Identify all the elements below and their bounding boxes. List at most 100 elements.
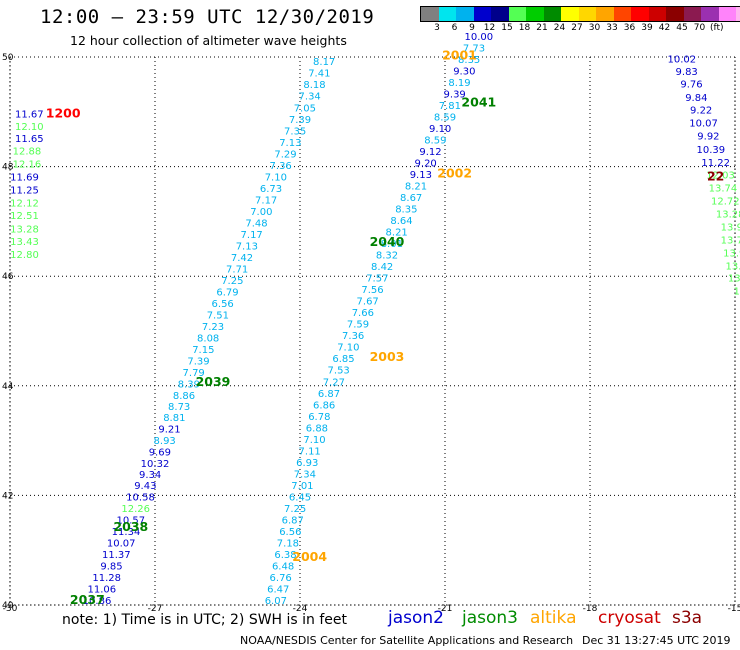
wave-height-value: 9.34 <box>139 470 161 481</box>
wave-height-value: 8.08 <box>197 333 219 344</box>
wave-height-value: 8.93 <box>154 436 176 447</box>
wave-height-value: 12.51 <box>10 211 39 222</box>
color-scale-swatch <box>421 7 439 21</box>
wave-height-value: 8.17 <box>313 57 335 68</box>
color-scale-swatches <box>420 6 740 22</box>
lat-tick-label: 42 <box>2 491 13 501</box>
color-scale-label: 3 <box>434 23 440 33</box>
pass-time-label: 2001 <box>442 48 477 63</box>
wave-height-value: 13.50 <box>728 274 740 285</box>
wave-height-value: 8.59 <box>424 136 446 147</box>
color-scale-swatch <box>701 7 719 21</box>
lon-tick-label: -21 <box>438 604 453 614</box>
wave-height-value: 6.87 <box>282 515 304 526</box>
wave-height-value: 7.17 <box>241 230 263 241</box>
wave-height-value: 8.21 <box>386 228 408 239</box>
wave-height-value: 12.10 <box>15 122 44 133</box>
wave-height-value: 7.17 <box>255 195 277 206</box>
wave-height-value: 6.07 <box>265 596 287 607</box>
wave-height-value: 12.12 <box>10 199 39 210</box>
legend-item: s3a <box>672 608 703 628</box>
color-scale-swatch <box>613 7 631 21</box>
wave-height-value: 9.83 <box>676 67 698 78</box>
wave-height-value: 7.36 <box>342 331 364 342</box>
pass-time-label: 2002 <box>437 166 472 181</box>
color-scale-swatch <box>526 7 544 21</box>
wave-height-value: 8.67 <box>400 193 422 204</box>
wave-height-value: 7.79 <box>183 368 205 379</box>
wave-height-value: 9.76 <box>680 80 702 91</box>
wave-height-value: 9.22 <box>690 105 712 116</box>
lat-tick-label: 48 <box>2 163 14 173</box>
wave-height-value: 10.86 <box>83 596 112 607</box>
page-title: 12:00 – 23:59 UTC 12/30/2019 <box>40 6 375 28</box>
legend-item: jason2 <box>388 608 444 628</box>
wave-height-value: 7.25 <box>221 276 243 287</box>
wave-height-value: 13.30 <box>726 262 740 273</box>
wave-height-value: 6.56 <box>279 527 301 538</box>
wave-height-value: 12.6 <box>734 286 740 297</box>
wave-height-value: 7.71 <box>226 264 248 275</box>
pass-time-label: 22 <box>707 168 724 183</box>
color-scale-swatch <box>543 7 561 21</box>
lon-tick-label: -15 <box>728 604 740 614</box>
wave-height-value: 11.67 <box>15 109 44 120</box>
wave-height-value: 10.32 <box>141 459 170 470</box>
footnote: note: 1) Time is in UTC; 2) SWH is in fe… <box>62 612 348 628</box>
color-scale-label: 30 <box>588 23 601 33</box>
color-scale-swatch <box>683 7 701 21</box>
wave-height-value: 13.28 <box>716 210 740 221</box>
wave-height-value: 8.86 <box>173 391 195 402</box>
wave-height-value: 9.21 <box>158 424 180 435</box>
pass-time-label: 2003 <box>370 349 405 364</box>
wave-height-value: 7.18 <box>277 538 299 549</box>
wave-height-value: 11.37 <box>102 550 131 561</box>
color-scale-swatch <box>736 7 740 21</box>
wave-height-value: 11.28 <box>92 573 121 584</box>
wave-height-value: 11.69 <box>10 172 39 183</box>
color-scale-swatch <box>508 7 526 21</box>
wave-height-value: 6.85 <box>332 354 354 365</box>
wave-height-value: 7.34 <box>294 469 316 480</box>
color-scale-label: 9 <box>469 23 475 33</box>
wave-height-value: 7.34 <box>299 92 321 103</box>
wave-height-value: 8.81 <box>163 413 185 424</box>
wave-height-value: 8.35 <box>395 205 417 216</box>
wave-height-value: 7.10 <box>337 343 359 354</box>
wave-height-value: 7.13 <box>279 138 301 149</box>
lon-tick-label: -18 <box>583 604 598 614</box>
color-scale-swatch <box>491 7 509 21</box>
wave-height-value: 6.48 <box>272 561 294 572</box>
color-scale-swatch <box>473 7 491 21</box>
wave-height-value: 7.51 <box>207 310 229 321</box>
legend-item: altika <box>530 608 577 628</box>
wave-height-value: 7.15 <box>192 345 214 356</box>
wave-height-value: 7.56 <box>361 285 383 296</box>
wave-height-value: 13.72 <box>721 235 740 246</box>
lat-tick-label: 50 <box>2 53 14 63</box>
wave-height-value: 9.12 <box>419 147 441 158</box>
color-scale-swatch <box>631 7 649 21</box>
wave-height-value: 9.85 <box>100 561 122 572</box>
wave-height-value: 6.88 <box>306 423 328 434</box>
color-scale-swatch <box>666 7 684 21</box>
color-scale-swatch <box>456 7 474 21</box>
wave-height-value: 6.45 <box>289 492 311 503</box>
wave-height-value: 13.95 <box>721 223 740 234</box>
wave-height-value: 6.76 <box>270 573 292 584</box>
map-frame <box>9 56 736 606</box>
footer-timestamp: Dec 31 13:27:45 UTC 2019 <box>582 634 731 647</box>
wave-height-value: 11.06 <box>88 584 117 595</box>
wave-height-value: 7.67 <box>357 297 379 308</box>
wave-height-value: 6.47 <box>267 584 289 595</box>
wave-height-value: 7.35 <box>284 126 306 137</box>
wave-height-value: 9.69 <box>149 447 171 458</box>
color-scale-label: 70 <box>693 23 706 33</box>
wave-height-value: 7.39 <box>289 115 311 126</box>
color-scale-swatch <box>578 7 596 21</box>
color-scale-swatch <box>561 7 579 21</box>
wave-height-value: 9.10 <box>429 124 451 135</box>
pass-time-label: 1200 <box>46 105 81 120</box>
color-scale-label: 24 <box>553 23 566 33</box>
